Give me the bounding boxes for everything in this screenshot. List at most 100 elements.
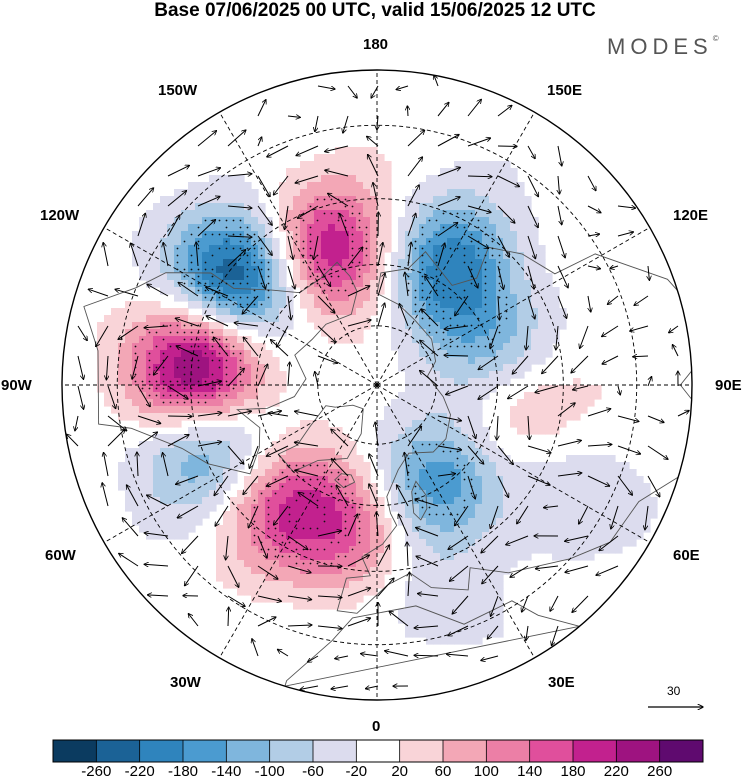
wind-arrow [377, 273, 385, 297]
contour-point [498, 275, 501, 278]
shade-cell [349, 175, 357, 183]
shade-cell [454, 364, 462, 372]
shade-cell [216, 189, 224, 197]
shade-cell [391, 266, 399, 274]
shade-cell [335, 511, 343, 519]
shade-cell [237, 427, 245, 435]
shade-cell [468, 532, 476, 540]
wind-arrow [294, 442, 319, 447]
wind-arrow [340, 214, 349, 237]
shade-cell [363, 504, 371, 512]
shade-cell [335, 154, 343, 162]
shade-cell [328, 161, 336, 169]
shade-cell [349, 217, 357, 225]
wind-arrow [317, 596, 342, 598]
shade-cell [433, 623, 441, 631]
contour-point [407, 471, 410, 474]
shade-cell [209, 399, 217, 407]
contour-point [183, 240, 186, 243]
shade-cell [230, 455, 238, 463]
contour-point [337, 555, 340, 558]
shade-cell [489, 266, 497, 274]
shade-cell [300, 196, 308, 204]
shade-cell [496, 504, 504, 512]
shade-cell [398, 224, 406, 232]
shade-cell [440, 301, 448, 309]
shade-cell [468, 406, 476, 414]
wind-arrow [137, 415, 161, 424]
shade-cell [321, 602, 329, 610]
shade-cell [398, 343, 406, 351]
wind-arrow [497, 235, 509, 257]
shade-cell [363, 525, 371, 533]
shade-cell [496, 511, 504, 519]
shade-cell [146, 336, 154, 344]
shade-cell [496, 357, 504, 365]
shade-cell [601, 525, 609, 533]
wind-arrow [535, 565, 559, 569]
shade-cell [181, 315, 189, 323]
shade-cell [230, 252, 238, 260]
shade-cell [405, 595, 413, 603]
shade-cell [97, 371, 105, 379]
shade-cell [615, 483, 623, 491]
wind-arrow [347, 618, 371, 627]
shade-cell [496, 567, 504, 575]
shade-cell [405, 623, 413, 631]
shade-cell [475, 210, 483, 218]
shade-cell [440, 434, 448, 442]
shade-cell [223, 252, 231, 260]
lon-label-180: 180 [363, 36, 389, 53]
contour-point [407, 485, 410, 488]
shade-cell [335, 231, 343, 239]
shade-cell [475, 350, 483, 358]
contour-point [183, 282, 186, 285]
shade-cell [272, 455, 280, 463]
shade-cell [258, 553, 266, 561]
shade-cell [643, 504, 651, 512]
shade-cell [440, 623, 448, 631]
shade-cell [489, 504, 497, 512]
shade-cell [468, 357, 476, 365]
shade-cell [398, 448, 406, 456]
shade-cell [440, 602, 448, 610]
wind-arrow [227, 236, 252, 237]
wind-arrow [527, 445, 551, 453]
shade-cell [230, 392, 238, 400]
shade-cell [279, 280, 287, 288]
shade-cell [174, 434, 182, 442]
shade-cell [314, 553, 322, 561]
shade-cell [195, 259, 203, 267]
shade-cell [244, 203, 252, 211]
shade-cell [272, 497, 280, 505]
shade-cell [139, 259, 147, 267]
shade-cell [349, 441, 357, 449]
lon-label-30w: 30W [170, 674, 201, 691]
shade-cell [181, 504, 189, 512]
shade-cell [167, 308, 175, 316]
contour-point [414, 296, 417, 299]
contour-point [498, 331, 501, 334]
shade-cell [461, 602, 469, 610]
contour-point [323, 562, 326, 565]
shade-cell [454, 350, 462, 358]
shade-cell [286, 441, 294, 449]
shade-cell [328, 581, 336, 589]
shade-cell [440, 364, 448, 372]
contour-point [302, 527, 305, 530]
shade-cell [356, 490, 364, 498]
shade-cell [293, 168, 301, 176]
shade-cell [384, 245, 392, 253]
wind-arrow [206, 287, 229, 297]
shade-cell [328, 532, 336, 540]
shade-cell [496, 616, 504, 624]
shade-cell [195, 497, 203, 505]
shade-cell [349, 154, 357, 162]
shade-cell [202, 238, 210, 246]
shade-cell [468, 553, 476, 561]
shade-cell [307, 196, 315, 204]
wind-arrow [630, 325, 649, 331]
shade-cell [517, 364, 525, 372]
shade-cell [111, 322, 119, 330]
shade-cell [181, 210, 189, 218]
